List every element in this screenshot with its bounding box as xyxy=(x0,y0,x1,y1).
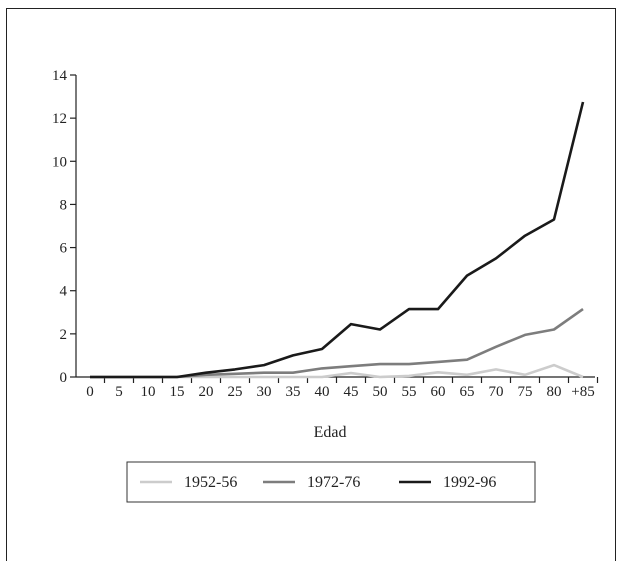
y-axis: 0 2 4 6 8 10 12 14 xyxy=(52,68,77,386)
x-tick-label: 20 xyxy=(199,384,214,400)
legend-label-1972-76: 1972-76 xyxy=(307,474,360,491)
y-tick-label: 14 xyxy=(52,68,68,84)
y-tick-label: 4 xyxy=(60,284,68,300)
legend: 1952-56 1972-76 1992-96 xyxy=(126,461,536,503)
x-tick-label: 5 xyxy=(115,384,123,400)
x-tick-label: 60 xyxy=(431,384,446,400)
x-axis-label: Edad xyxy=(314,424,347,441)
legend-label-1952-56: 1952-56 xyxy=(184,474,237,491)
y-tick-label: 0 xyxy=(60,370,68,386)
x-tick-label: 50 xyxy=(373,384,388,400)
x-tick-label: 30 xyxy=(257,384,272,400)
x-tick-label: 80 xyxy=(547,384,562,400)
x-tick-label: 70 xyxy=(489,384,504,400)
legend-box xyxy=(126,461,536,503)
x-tick-label: 10 xyxy=(141,384,156,400)
series-line-1992-96 xyxy=(90,101,585,379)
x-tick-label: +85 xyxy=(571,384,594,400)
y-tick-label: 8 xyxy=(60,197,68,213)
x-tick-label: 45 xyxy=(344,384,359,400)
x-tick-label: 55 xyxy=(402,384,417,400)
x-tick-label: 35 xyxy=(286,384,301,400)
x-tick-label: 40 xyxy=(315,384,330,400)
x-tick-label: 65 xyxy=(460,384,475,400)
y-tick-label: 2 xyxy=(60,327,68,343)
y-tick-label: 10 xyxy=(52,154,67,170)
series-line-1972-76 xyxy=(90,308,584,379)
x-tick-label: 75 xyxy=(518,384,533,400)
series-layer xyxy=(90,101,585,379)
chart-frame xyxy=(6,8,616,561)
y-tick-label: 12 xyxy=(52,111,67,127)
legend-label-1992-96: 1992-96 xyxy=(443,474,496,491)
x-tick-label: 0 xyxy=(86,384,94,400)
x-tick-label: 15 xyxy=(170,384,185,400)
x-axis: 0 5 10 15 20 25 30 35 40 45 50 55 60 65 70 75 80 +85 xyxy=(76,376,599,400)
y-tick-label: 6 xyxy=(60,241,68,257)
x-tick-label: 25 xyxy=(228,384,243,400)
